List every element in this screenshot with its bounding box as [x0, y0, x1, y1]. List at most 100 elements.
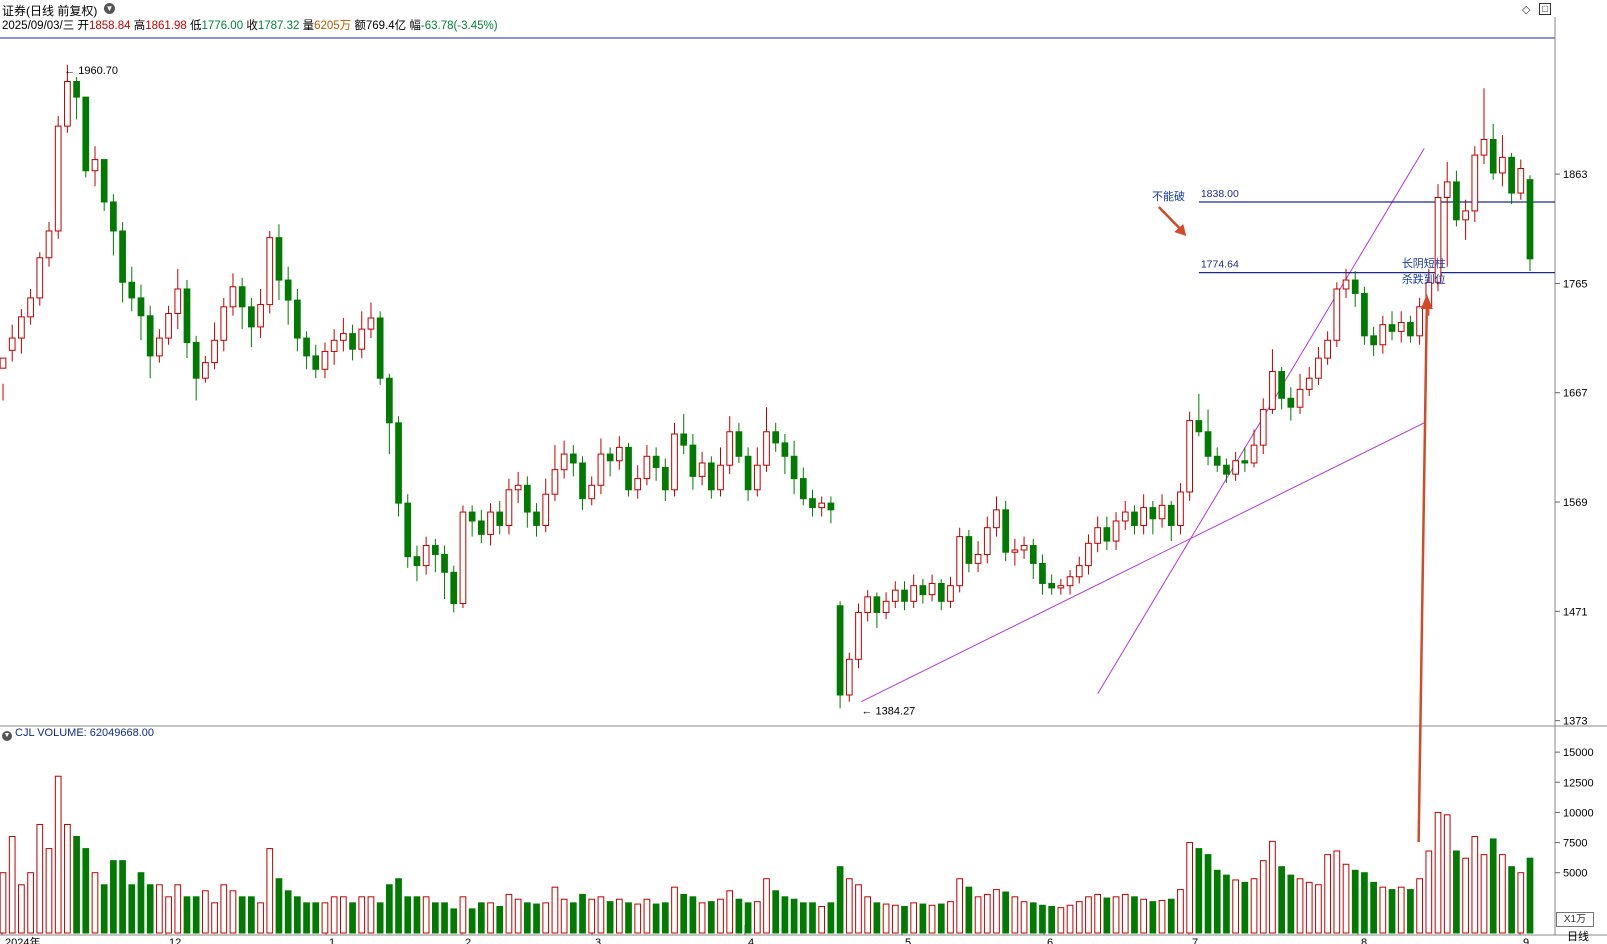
candle-body: [1048, 582, 1056, 589]
candle-body: [551, 469, 559, 495]
candle-body: [993, 509, 1000, 529]
volume-bar: [1416, 878, 1423, 934]
candle-body: [284, 279, 292, 301]
candle: [928, 574, 936, 602]
candle-body: [753, 464, 761, 491]
candle-body: [275, 237, 283, 281]
window-icon[interactable]: ▢: [1539, 3, 1551, 15]
candle: [1471, 146, 1479, 223]
candle-body: [1361, 292, 1368, 337]
volume-bar: [533, 903, 540, 934]
candle-body: [321, 350, 329, 370]
volume-bar: [625, 902, 632, 934]
volume-bar: [781, 896, 789, 934]
candle: [220, 297, 228, 352]
volume-bar: [8, 836, 16, 934]
candle-body: [330, 339, 338, 352]
candle-body: [855, 611, 862, 660]
candle-body: [1333, 288, 1341, 341]
volume-bar: [36, 823, 44, 934]
candle-body: [698, 462, 706, 477]
arrow-shaft-1: [1157, 206, 1183, 231]
candle-body: [137, 297, 145, 317]
candle: [487, 503, 494, 546]
volume-bar: [211, 902, 218, 934]
candle-body: [1002, 509, 1010, 553]
candle: [110, 194, 117, 256]
volume-bar: [294, 896, 301, 934]
dropdown-icon[interactable]: ▼: [104, 3, 115, 14]
candle-body: [1287, 397, 1295, 408]
candle-body: [1057, 585, 1065, 589]
period-label[interactable]: 日线: [1567, 931, 1589, 943]
candle: [64, 64, 71, 133]
candle-body: [1112, 520, 1120, 542]
candle-body: [459, 511, 467, 605]
candle-body: [183, 288, 191, 344]
candle: [385, 373, 393, 455]
price-axis: 1863 1765 1667 1569 1471 1373: [1555, 169, 1587, 728]
volume-dropdown-icon[interactable]: ▼: [2, 731, 12, 741]
candle: [496, 500, 504, 535]
candle: [404, 494, 412, 568]
candle-body: [1526, 179, 1534, 260]
candle: [82, 96, 90, 178]
volume-bar: [257, 902, 264, 934]
volume-bar: [671, 886, 678, 934]
candle-body: [560, 453, 568, 471]
price-tick-label: 1471: [1563, 606, 1587, 618]
volume-bar: [542, 902, 550, 934]
chart-title: 证券(日线 前复权): [2, 4, 98, 18]
diamond-icon[interactable]: ◇: [1522, 4, 1531, 16]
volume-bar: [634, 903, 642, 934]
candle-body: [983, 527, 991, 555]
trendline-long: [861, 422, 1425, 703]
candle-body: [367, 317, 375, 330]
candle-body: [238, 286, 246, 308]
candle-body: [965, 536, 973, 564]
volume-bar: [1167, 898, 1175, 934]
volume-bar: [1462, 857, 1469, 934]
volume-bar: [947, 901, 954, 934]
candle: [827, 496, 835, 524]
candle: [533, 503, 540, 537]
volume-bar: [505, 893, 513, 934]
candle: [560, 440, 568, 479]
candle: [937, 578, 945, 611]
candle-body: [1195, 420, 1203, 433]
volume-tick-label: 12500: [1563, 777, 1594, 789]
candle: [661, 458, 669, 501]
candle: [1499, 135, 1506, 187]
candle-body: [891, 589, 899, 602]
candle-body: [569, 453, 577, 464]
candle: [1103, 516, 1111, 550]
volume-bar: [1121, 893, 1129, 934]
price-tick-label: 1373: [1563, 716, 1587, 728]
candle-body: [91, 159, 99, 172]
price-tick-label: 1569: [1563, 497, 1587, 509]
candle: [680, 413, 688, 455]
volume-bar: [303, 902, 310, 934]
candle: [772, 422, 780, 452]
volume-bar: [477, 902, 485, 934]
candle-body: [110, 201, 117, 232]
candle-body: [533, 511, 540, 526]
candle: [321, 342, 329, 379]
volume-bar: [137, 872, 145, 934]
candle-body: [1296, 388, 1304, 408]
candle-body: [882, 600, 890, 613]
candle: [18, 309, 25, 354]
candle: [965, 529, 973, 573]
candle-body: [689, 444, 697, 477]
candle-body: [1480, 139, 1488, 156]
candle: [523, 476, 531, 528]
volume-bar: [717, 898, 724, 934]
candle: [1204, 409, 1212, 466]
candle: [303, 331, 310, 370]
volume-bar: [1434, 811, 1442, 934]
candle: [358, 311, 366, 359]
candle-body: [505, 489, 513, 526]
volume-bar: [726, 890, 734, 934]
candlestick-series: [0, 64, 1534, 709]
